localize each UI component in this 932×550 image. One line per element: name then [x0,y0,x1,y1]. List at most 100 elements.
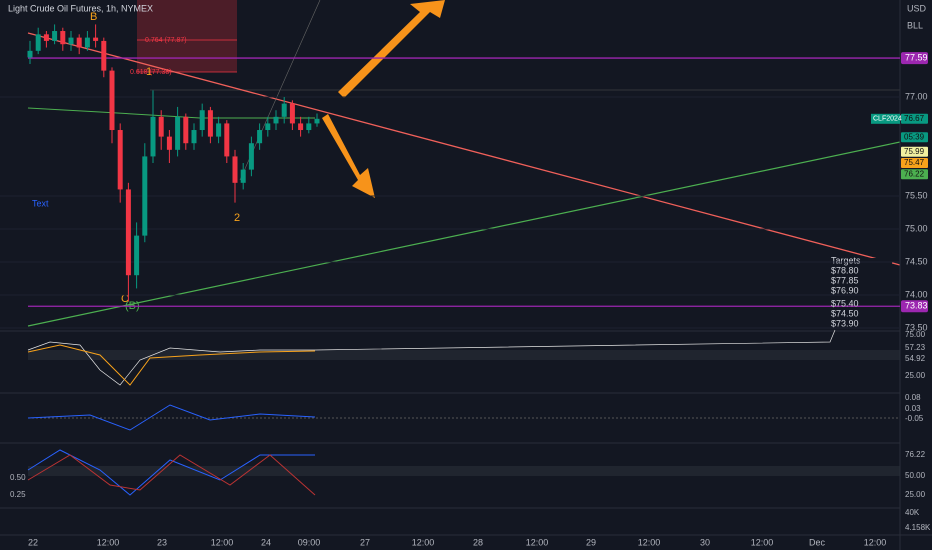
indicator-label: 0.25 [10,490,26,499]
price-tag [901,146,928,157]
x-tick-label: 22 [28,537,38,547]
level-tag [901,52,928,65]
rsi-band [28,350,900,360]
candle-body [134,235,140,276]
candle-body [257,130,263,144]
price-tag [901,132,928,143]
stoch-d [27,454,316,496]
price-tag-label: 75.99 [904,147,925,156]
candle-body [240,169,246,183]
y-tick-label: 75.50 [905,190,928,200]
rsi-signal [27,344,316,386]
x-tick-label: 27 [360,537,370,547]
candle-body [68,37,74,45]
indicator-label: 75.00 [905,330,926,339]
symbol-label: CLF2024 [873,116,902,123]
indicator-label: 25.00 [905,371,926,380]
indicator-label: 25.00 [905,490,926,499]
candle-body [27,50,33,58]
x-tick-label: 12:00 [751,537,774,547]
rsi-line [27,329,836,386]
symbol-tag [871,113,900,124]
indicator-label: 0.03 [905,404,921,413]
candle-body [232,156,238,183]
x-tick-label: 09:00 [298,537,321,547]
stoch-k [27,449,315,496]
candle-body [175,116,181,150]
x-tick-label: 29 [586,537,596,547]
fib-zone [137,0,237,72]
candle-body [101,40,107,71]
candle-body [142,156,148,236]
candle-body [224,123,230,157]
wave-label: C [121,293,129,305]
text-note: Text [32,198,49,208]
level-label: 73.83 [905,301,928,311]
arrow-down [322,114,375,198]
y-tick-label: 74.00 [905,289,928,299]
candle-body [298,123,304,131]
candle-body [43,34,49,41]
price-tag [901,113,928,124]
target: $73.90 [831,318,859,328]
candle-body [35,34,41,51]
candle-body [84,37,90,48]
candle-body [52,31,58,41]
candle-body [207,110,213,137]
candle-body [93,37,99,41]
price-tag [901,158,928,169]
indicator-label: -0.05 [905,414,924,423]
candle-body [216,123,222,137]
x-tick-label: 30 [700,537,710,547]
candle-body [265,123,271,131]
y-tick-label: 77.00 [905,91,928,101]
x-tick-label: 12:00 [864,537,887,547]
candle-body [289,103,295,124]
indicator-label: 76.22 [905,450,926,459]
fib-label: 0.764 (77.87) [145,37,187,44]
x-tick-label: 23 [157,537,167,547]
candle-body [248,143,254,170]
indicator-label: 50.00 [905,471,926,480]
moving-average [27,107,315,119]
candle-body [273,116,279,124]
price-tag-label: 76.67 [904,114,925,123]
y-tick-label: 74.50 [905,256,928,266]
wave-label: 1 [146,66,152,78]
candle-body [306,123,312,131]
candle-body [60,31,66,45]
candle-body [191,130,197,144]
level-tag [901,300,928,313]
x-tick-label: 28 [473,537,483,547]
candle-body [150,116,156,157]
x-tick-label: Dec [809,537,826,547]
price-tag-label: 75.47 [904,158,925,167]
price-tag-label: 76.22 [904,169,925,178]
y-tick-label: 75.00 [905,223,928,233]
price-tag-label: 05:39 [904,132,925,141]
indicator-label: 4.158K [905,523,931,532]
x-tick-label: 24 [261,537,271,547]
target: $76.90 [831,285,859,295]
candle-body [166,136,172,150]
indicator-label: 57.23 [905,343,926,352]
wave-label: B [90,11,97,23]
targets-title: Targets [831,255,861,265]
stoch-band [28,466,900,476]
unit: BLL [907,20,923,30]
y-tick-label: 73.50 [905,322,928,332]
candle-body [117,130,123,190]
currency: USD [907,3,927,13]
title: Light Crude Oil Futures, 1h, NYMEX [8,3,153,13]
candle-body [183,116,189,144]
indicator-label: 0.08 [905,393,921,402]
target: $77.85 [831,275,859,285]
indicator-label: 54.92 [905,354,926,363]
wave-label: 2 [234,212,240,224]
x-tick-label: 12:00 [412,537,435,547]
indicator-label: 40K [905,508,920,517]
x-tick-label: 12:00 [526,537,549,547]
